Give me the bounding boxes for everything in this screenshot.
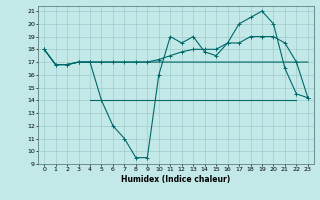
X-axis label: Humidex (Indice chaleur): Humidex (Indice chaleur) <box>121 175 231 184</box>
